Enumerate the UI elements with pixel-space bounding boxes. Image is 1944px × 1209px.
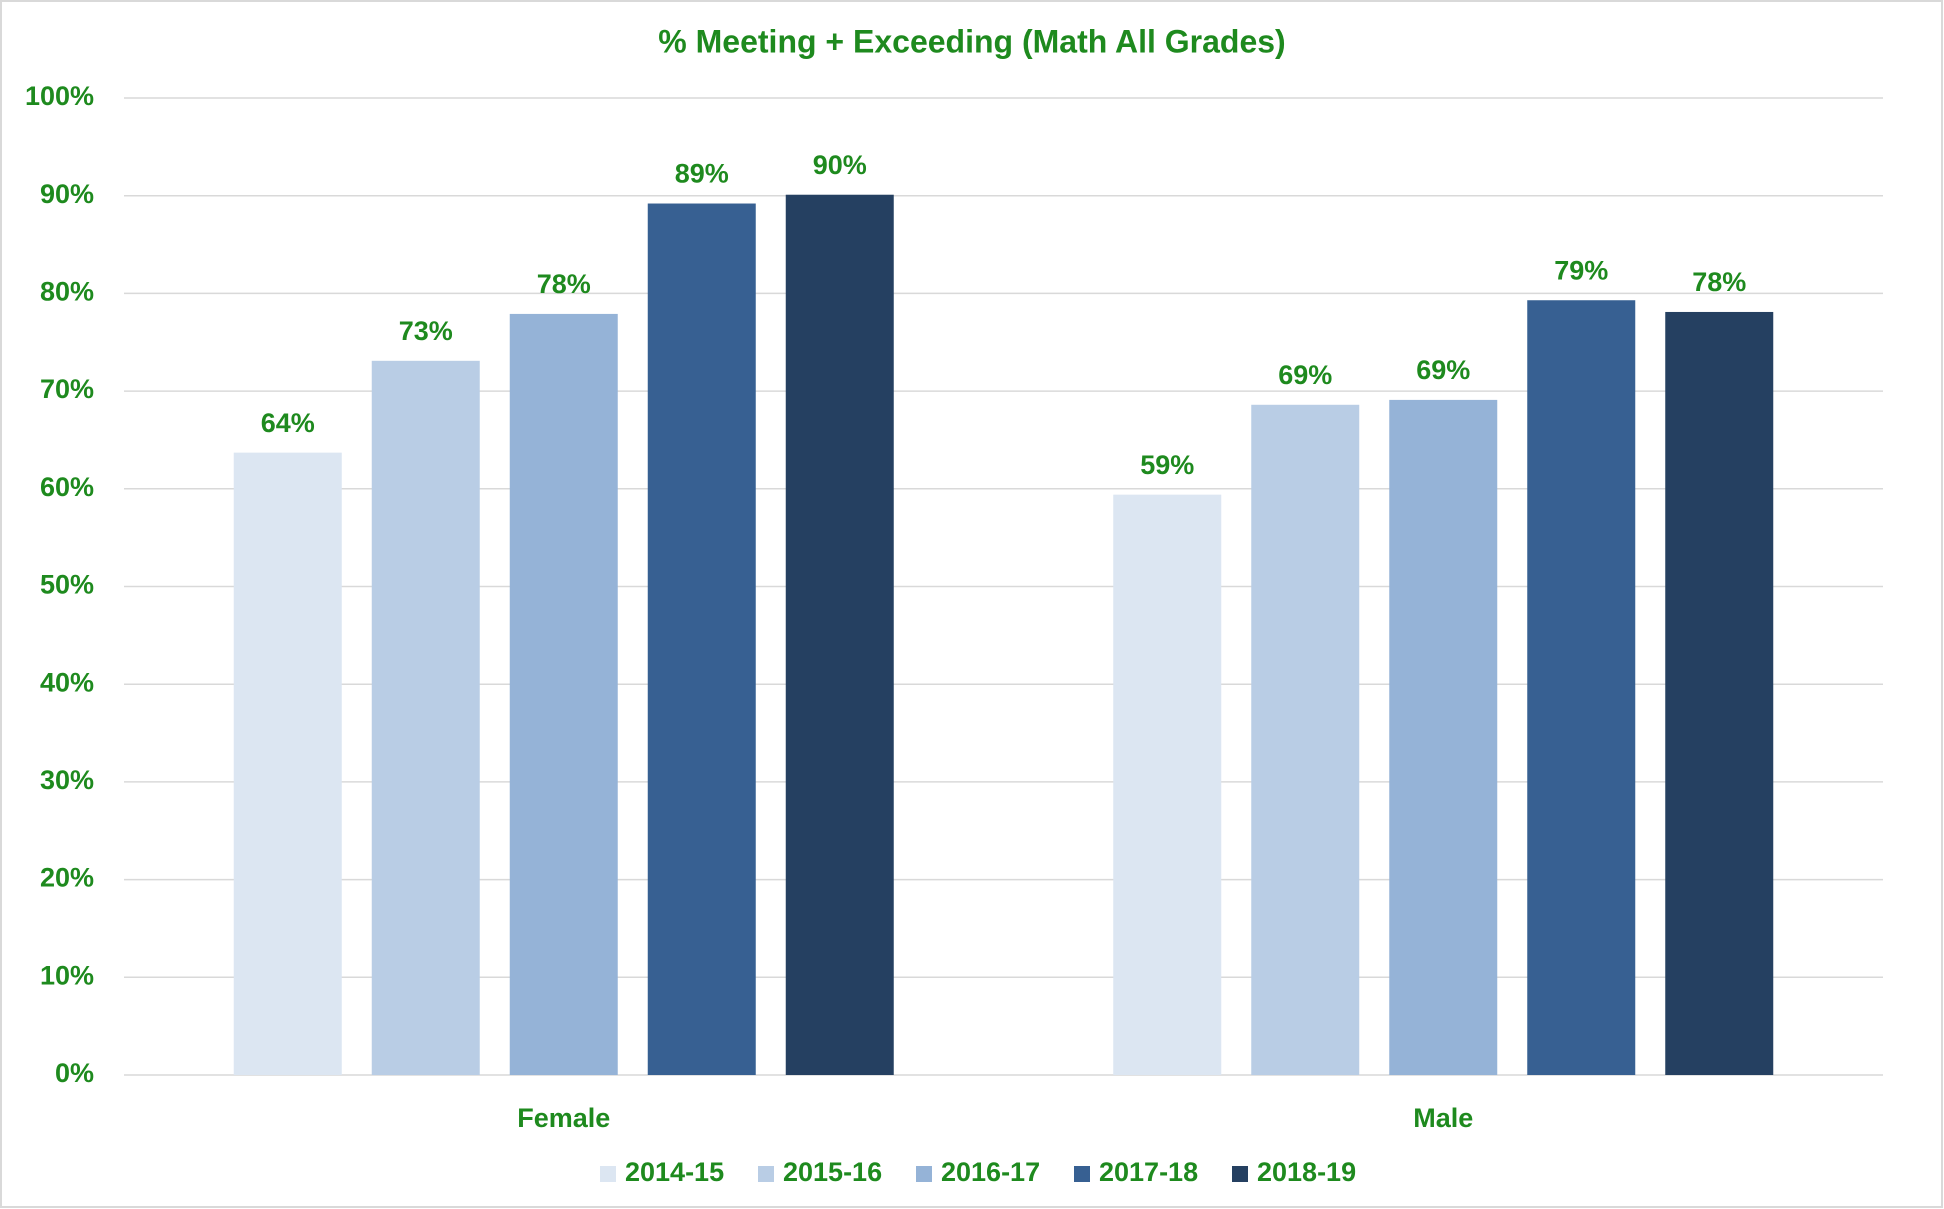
data-label: 78% (1692, 267, 1746, 297)
y-tick-label: 100% (25, 81, 94, 111)
legend-label: 2014-15 (625, 1157, 724, 1187)
legend-label: 2016-17 (941, 1157, 1040, 1187)
bar (1389, 399, 1498, 1075)
y-tick-label: 10% (40, 960, 94, 990)
bar (1527, 300, 1636, 1075)
y-tick-label: 70% (40, 374, 94, 404)
data-label: 69% (1278, 360, 1332, 390)
data-label: 59% (1140, 450, 1194, 480)
y-tick-label: 0% (55, 1058, 94, 1088)
data-label: 73% (399, 316, 453, 346)
data-label: 64% (261, 408, 315, 438)
y-tick-label: 20% (40, 863, 94, 893)
bar (785, 194, 894, 1075)
bar (1665, 311, 1774, 1075)
data-label: 90% (813, 150, 867, 180)
data-label: 79% (1554, 255, 1608, 285)
bar (647, 203, 756, 1076)
bar (1251, 404, 1360, 1075)
legend-label: 2018-19 (1257, 1157, 1356, 1187)
y-tick-label: 90% (40, 179, 94, 209)
x-tick-label: Male (1413, 1103, 1473, 1133)
chart-title: % Meeting + Exceeding (Math All Grades) (658, 23, 1285, 59)
legend-swatch (1232, 1166, 1248, 1182)
y-tick-label: 50% (40, 570, 94, 600)
y-tick-label: 60% (40, 472, 94, 502)
data-label: 89% (675, 159, 729, 189)
y-tick-label: 80% (40, 277, 94, 307)
y-tick-label: 40% (40, 667, 94, 697)
bar (509, 313, 618, 1075)
bar (233, 452, 342, 1075)
legend-label: 2015-16 (783, 1157, 882, 1187)
y-tick-label: 30% (40, 765, 94, 795)
legend-swatch (1074, 1166, 1090, 1182)
legend-swatch (916, 1166, 932, 1182)
bar (371, 360, 480, 1075)
bar (1113, 494, 1222, 1075)
data-label: 69% (1416, 355, 1470, 385)
legend-swatch (600, 1166, 616, 1182)
data-label: 78% (537, 269, 591, 299)
x-tick-label: Female (517, 1103, 610, 1133)
legend-swatch (758, 1166, 774, 1182)
legend-label: 2017-18 (1099, 1157, 1198, 1187)
